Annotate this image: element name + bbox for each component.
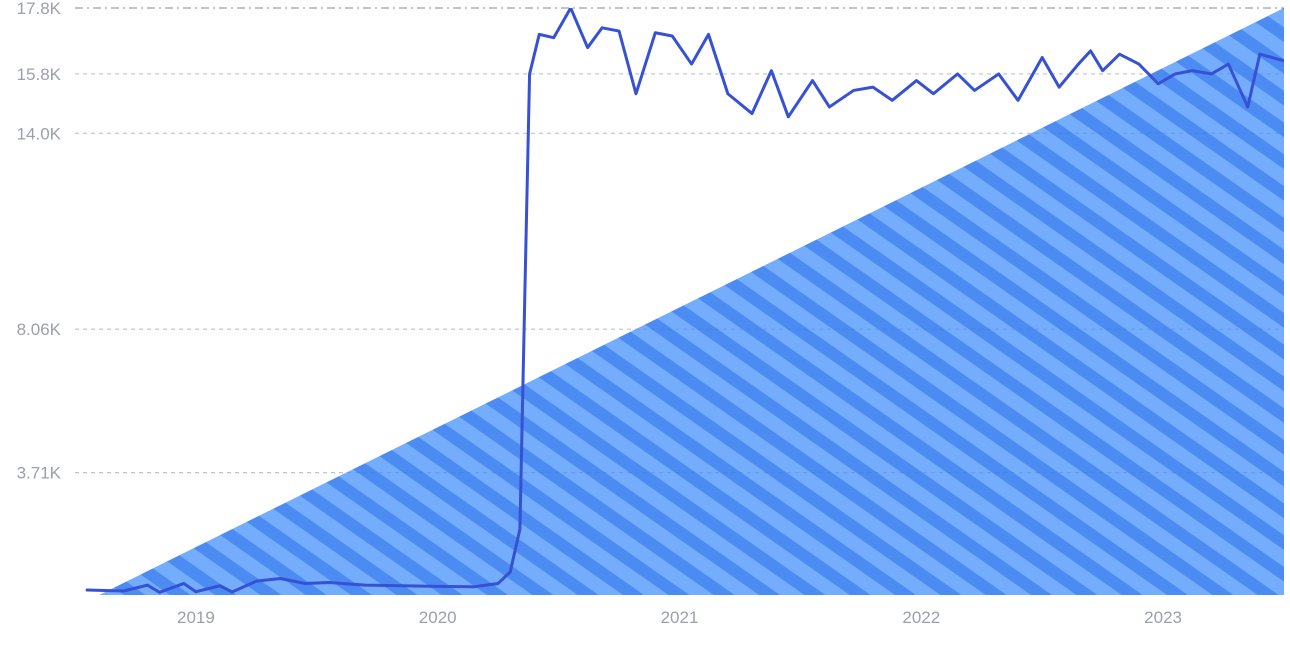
y-tick-label: 8.06K xyxy=(17,320,62,339)
y-tick-label: 17.8K xyxy=(17,0,62,18)
x-tick-label: 2022 xyxy=(902,608,940,627)
chart-svg: 3.71K8.06K14.0K15.8K17.8K 20192020202120… xyxy=(0,0,1290,645)
x-tick-label: 2020 xyxy=(419,608,457,627)
y-tick-label: 15.8K xyxy=(17,65,62,84)
y-axis-ticks: 3.71K 8.06K 14.0K 15.8K 17.8K xyxy=(17,0,62,483)
x-axis-ticks: 2019 2020 2021 2022 2023 xyxy=(177,608,1182,627)
x-tick-label: 2021 xyxy=(661,608,699,627)
x-tick-label: 2023 xyxy=(1144,608,1182,627)
timeseries-chart: 3.71K8.06K14.0K15.8K17.8K 20192020202120… xyxy=(0,0,1290,645)
x-tick-label: 2019 xyxy=(177,608,215,627)
y-tick-label: 14.0K xyxy=(17,124,62,143)
area-series xyxy=(99,8,1284,595)
y-tick-label: 3.71K xyxy=(17,464,62,483)
